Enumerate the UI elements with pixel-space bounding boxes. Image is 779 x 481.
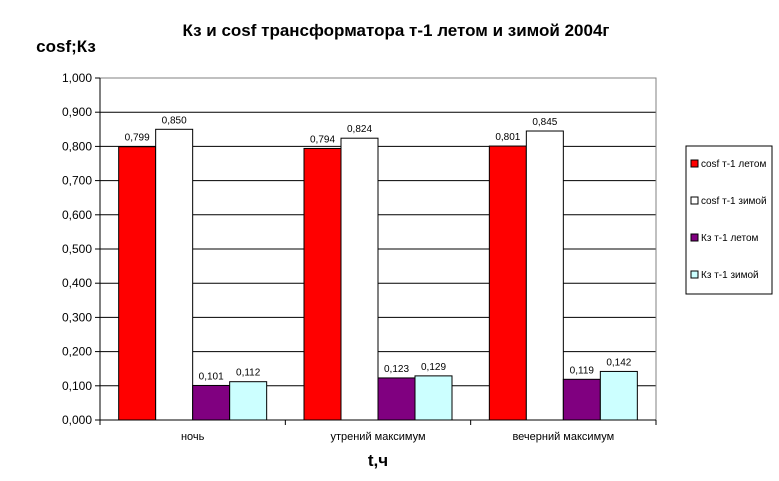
data-label: 0,845: [532, 117, 557, 128]
bar: [599, 370, 638, 421]
y-tick-label: 0,000: [62, 413, 92, 427]
legend-label: Кз т-1 летом: [701, 233, 759, 244]
legend-swatch: [690, 270, 699, 279]
bar: [340, 137, 379, 421]
x-category-label: ночь: [181, 431, 205, 443]
bar: [192, 384, 231, 421]
legend-label: Кз т-1 зимой: [701, 270, 759, 281]
legend-label: cosf т-1 зимой: [701, 196, 767, 207]
bar: [525, 130, 564, 421]
y-tick-label: 0,700: [62, 174, 92, 188]
data-label: 0,123: [384, 364, 409, 375]
data-label: 0,129: [421, 362, 446, 373]
data-label: 0,142: [606, 357, 631, 368]
data-label: 0,801: [495, 132, 520, 143]
y-tick-label: 0,100: [62, 379, 92, 393]
y-tick-label: 0,800: [62, 139, 92, 153]
bar: [303, 147, 342, 421]
x-category-label: утрений максимум: [330, 431, 425, 443]
x-category-label: вечерний максимум: [512, 431, 614, 443]
bar: [155, 128, 194, 421]
legend-swatch: [690, 196, 699, 205]
data-label: 0,799: [125, 133, 150, 144]
bar: [488, 145, 527, 421]
y-tick-label: 0,300: [62, 310, 92, 324]
y-tick-label: 1,000: [62, 71, 92, 85]
y-axis-title: cosf;Кз: [36, 37, 96, 56]
legend-swatch: [690, 233, 699, 242]
bar: [118, 146, 157, 421]
bar: [229, 381, 268, 421]
bars: [118, 128, 638, 421]
data-label: 0,119: [570, 365, 595, 376]
y-tick-label: 0,600: [62, 208, 92, 222]
y-tick-label: 0,900: [62, 105, 92, 119]
x-axis-title: t,ч: [368, 451, 388, 470]
data-label: 0,112: [236, 368, 261, 379]
chart-title: Кз и cosf трансформатора т-1 летом и зим…: [183, 21, 610, 40]
y-tick-label: 0,400: [62, 276, 92, 290]
legend-box: [685, 145, 773, 295]
data-label: 0,824: [347, 124, 372, 135]
y-tick-label: 0,500: [62, 242, 92, 256]
bar: [414, 375, 453, 421]
data-label: 0,850: [162, 115, 187, 126]
legend-swatch: [690, 159, 699, 168]
data-labels: 0,799 0,850 0,101 0,112 0,794 0,824 0,123 0,129…: [125, 115, 632, 382]
data-label: 0,794: [310, 134, 335, 145]
bar: [377, 377, 416, 421]
bar: [562, 378, 601, 421]
y-tick-label: 0,200: [62, 345, 92, 359]
legend: cosf т-1 летом cosf т-1 зимой Кз т-1 летом…: [685, 145, 773, 295]
axes: 0,000 0,100 0,200 0,300 0,400 0,500 0,600 0,700…: [62, 71, 657, 443]
legend-label: cosf т-1 летом: [701, 159, 766, 170]
data-label: 0,101: [199, 371, 224, 382]
